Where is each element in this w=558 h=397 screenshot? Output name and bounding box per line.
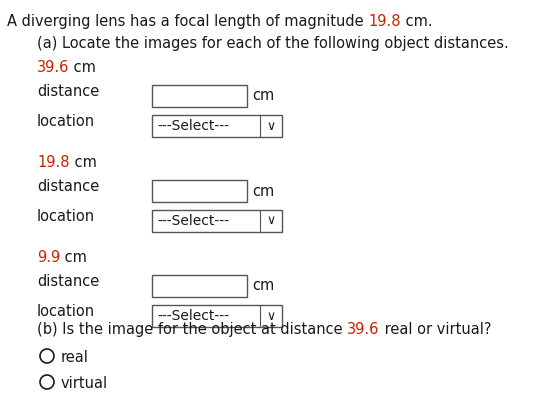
Text: cm.: cm.	[401, 14, 432, 29]
FancyBboxPatch shape	[152, 85, 247, 107]
Text: 9.9: 9.9	[37, 250, 60, 265]
Text: ∨: ∨	[266, 214, 276, 227]
Text: virtual: virtual	[61, 376, 108, 391]
FancyBboxPatch shape	[152, 305, 282, 327]
Text: cm: cm	[70, 155, 97, 170]
Text: (a) Locate the images for each of the following object distances.: (a) Locate the images for each of the fo…	[37, 36, 509, 51]
FancyBboxPatch shape	[152, 180, 247, 202]
Text: cm: cm	[252, 183, 274, 198]
Text: ---Select---: ---Select---	[157, 214, 229, 228]
Text: cm: cm	[69, 60, 96, 75]
Text: location: location	[37, 209, 95, 224]
Text: distance: distance	[37, 274, 99, 289]
FancyBboxPatch shape	[152, 115, 282, 137]
Text: ---Select---: ---Select---	[157, 309, 229, 323]
Text: cm: cm	[60, 250, 87, 265]
FancyBboxPatch shape	[152, 210, 282, 232]
Text: 19.8: 19.8	[37, 155, 70, 170]
Text: 19.8: 19.8	[368, 14, 401, 29]
Text: distance: distance	[37, 179, 99, 194]
FancyBboxPatch shape	[152, 275, 247, 297]
Text: (b) Is the image for the object at distance: (b) Is the image for the object at dista…	[37, 322, 347, 337]
Text: cm: cm	[252, 279, 274, 293]
Text: ∨: ∨	[266, 119, 276, 133]
Text: distance: distance	[37, 84, 99, 99]
Text: location: location	[37, 304, 95, 319]
Text: real or virtual?: real or virtual?	[379, 322, 491, 337]
Text: ∨: ∨	[266, 310, 276, 322]
Text: 39.6: 39.6	[347, 322, 379, 337]
Text: real: real	[61, 350, 89, 365]
Text: A diverging lens has a focal length of magnitude: A diverging lens has a focal length of m…	[7, 14, 368, 29]
Text: cm: cm	[252, 89, 274, 104]
Text: 39.6: 39.6	[37, 60, 69, 75]
Text: location: location	[37, 114, 95, 129]
Text: ---Select---: ---Select---	[157, 119, 229, 133]
